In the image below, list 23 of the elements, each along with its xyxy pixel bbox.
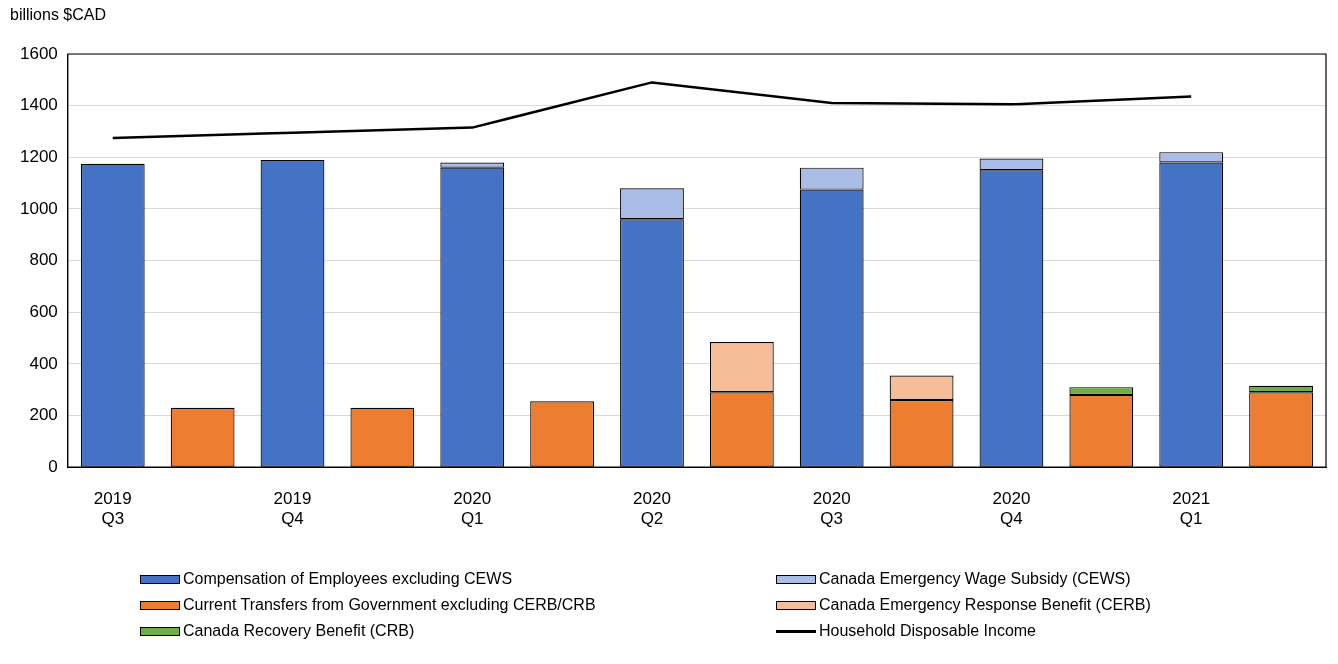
legend-label: Canada Recovery Benefit (CRB) (183, 622, 415, 640)
legend-label: Canada Emergency Wage Subsidy (CEWS) (819, 570, 1131, 588)
x-tick-label: 2020 Q3 (812, 489, 851, 529)
x-tick-label: 2019 Q4 (273, 489, 312, 529)
y-tick-label: 1000 (19, 198, 58, 218)
x-tick-label: 2019 Q3 (93, 489, 132, 529)
legend-label: Canada Emergency Response Benefit (CERB) (819, 596, 1151, 614)
x-tick-label: 2020 Q4 (992, 489, 1031, 529)
y-tick-label: 800 (29, 250, 58, 270)
y-tick-label: 0 (48, 456, 58, 476)
x-tick-label: 2020 Q2 (633, 489, 671, 529)
y-tick-label: 200 (29, 405, 58, 425)
legend-label: Compensation of Employees excluding CEWS (183, 570, 513, 588)
legend-label: Household Disposable Income (819, 622, 1037, 640)
x-tick-label: 2021 Q1 (1172, 489, 1211, 529)
legend-label: Current Transfers from Government excluding CERB/CRB (183, 596, 596, 614)
y-tick-label: 400 (29, 353, 58, 373)
y-tick-label: 1200 (19, 146, 58, 166)
y-tick-label: 600 (29, 301, 58, 321)
x-tick-label: 2020 Q1 (453, 489, 492, 529)
y-axis-title: billions $CAD (10, 6, 107, 24)
y-tick-label: 1600 (19, 43, 58, 63)
y-tick-label: 1400 (19, 95, 58, 115)
